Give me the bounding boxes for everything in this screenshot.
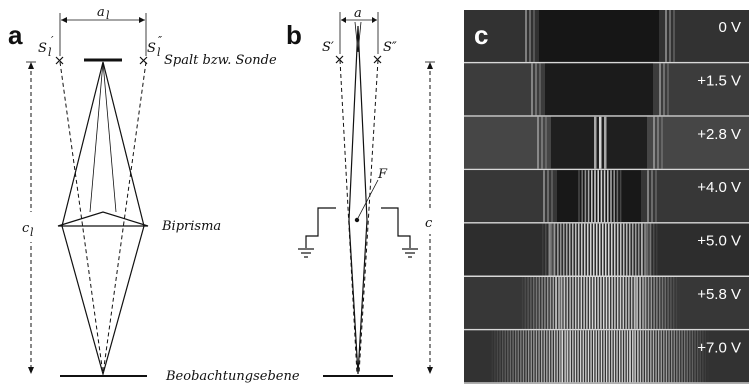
voltage-labels: 0 V +1.5 V +2.8 V +4.0 V +5.0 V +5.8 V +7.0 V [697,19,741,356]
panel-c-letter: c [474,20,488,50]
virtual-source-right: S l ″ [139,34,163,65]
fringe-strip [464,116,749,171]
observation-plane-label: Beobachtungsebene [165,369,300,384]
ray-diagram-a [59,61,147,377]
panel-b-letter: b [286,20,302,50]
panel-a-letter: a [8,20,23,50]
panel-a: a a l S l ′ S l ″ Spalt bzw. Sonde [8,5,300,384]
svg-text:S″: S″ [383,40,397,55]
biprism-label: Biprisma [161,219,221,234]
dimension-c-label: c [22,221,30,236]
source-right-label: S [147,41,156,56]
virtual-source-right-b: S″ [373,40,397,64]
virtual-source-left: S l ′ [38,34,64,65]
panel-c: c 0 V +1.5 V +2.8 V +4.0 V +5.0 V +5.8 V +7.0 … [464,10,749,384]
filament: F [354,167,388,223]
electrode-left [297,207,336,258]
svg-text:′: ′ [51,34,54,47]
dimension-a-label: a [97,5,105,20]
voltage-label: +5.0 V [697,233,741,250]
dimension-a-subscript: l [106,9,110,22]
fringe-strip [464,63,749,117]
voltage-label: +7.0 V [697,339,741,356]
svg-text:l: l [157,46,161,59]
slit-label: Spalt bzw. Sonde [164,53,277,68]
virtual-source-left-b: S′ [322,40,344,64]
panel-b: b a S′ S″ F [286,6,440,377]
electrode-right [381,207,419,258]
svg-text:S′: S′ [322,40,334,55]
dimension-c-b-label: c [425,216,433,231]
voltage-label: +5.8 V [697,286,741,303]
voltage-label: +1.5 V [697,72,741,89]
svg-text:l: l [48,46,52,59]
ray-diagram-b [339,21,379,375]
filament-label: F [377,167,388,182]
voltage-label: 0 V [718,19,741,36]
source-left-label: S [38,41,47,56]
voltage-label: +4.0 V [697,179,741,196]
voltage-label: +2.8 V [697,126,741,143]
dimension-c-l: c l [20,61,42,374]
fringe-strip [464,223,749,277]
dimension-b-label: a [354,6,362,21]
dimension-a-l: a l [59,5,147,56]
dimension-a: a [339,6,379,54]
fringe-strip [464,277,749,331]
dimension-c: c [422,61,440,374]
biprism [57,211,149,227]
fringe-strip [464,330,749,384]
svg-text:″: ″ [158,34,163,47]
fringe-strip [464,170,749,224]
fringe-strips [464,10,749,384]
fringe-strip [464,10,749,64]
svg-text:l: l [30,226,34,239]
